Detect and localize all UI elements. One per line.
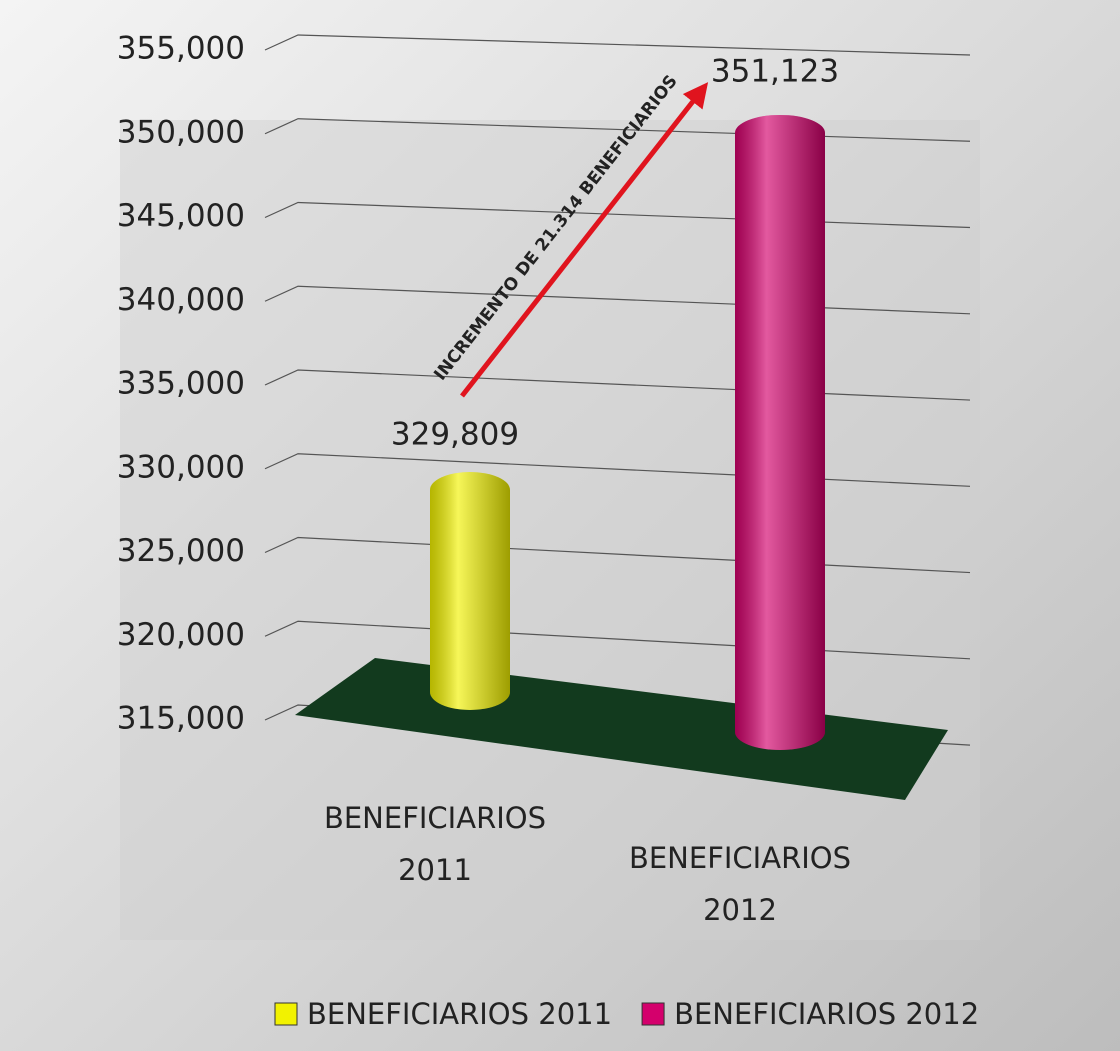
y-tick-label: 345,000: [117, 198, 245, 234]
y-tick-label: 355,000: [117, 31, 245, 67]
x-tick-label-line: BENEFICIARIOS: [324, 801, 546, 835]
x-tick-label-line: BENEFICIARIOS: [629, 841, 851, 875]
legend-swatch: [641, 1002, 665, 1026]
y-tick-label: 315,000: [117, 701, 245, 737]
value-label: 329,809: [391, 417, 519, 453]
legend-label: BENEFICIARIOS 2012: [674, 997, 979, 1031]
y-tick-label: 350,000: [117, 114, 245, 150]
x-tick-label-line: 2012: [703, 893, 777, 927]
x-tick-label-line: 2011: [398, 853, 472, 887]
bar-shade: [735, 114, 825, 750]
y-tick-label: 340,000: [117, 282, 245, 318]
y-tick-label: 320,000: [117, 617, 245, 653]
building-backdrop: [120, 120, 980, 940]
grid-line: [264, 34, 971, 56]
legend-swatch: [274, 1002, 298, 1026]
y-tick-label: 325,000: [117, 533, 245, 569]
value-label: 351,123: [711, 54, 839, 90]
bar-shade: [430, 471, 510, 710]
increase-arrow: [460, 82, 709, 398]
x-tick-label: BENEFICIARIOS 2011: [324, 801, 546, 887]
y-tick-label: 330,000: [117, 449, 245, 485]
x-tick-label: BENEFICIARIOS 2012: [629, 841, 851, 927]
legend-label: BENEFICIARIOS 2011: [307, 997, 612, 1031]
y-tick-label: 335,000: [117, 366, 245, 402]
